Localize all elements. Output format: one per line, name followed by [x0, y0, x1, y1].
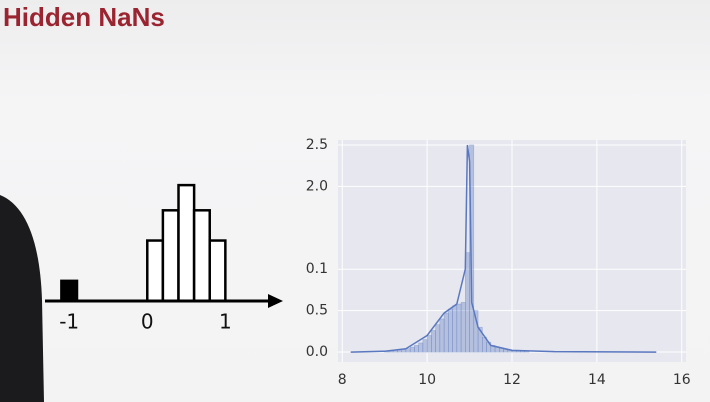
kde-line	[350, 144, 657, 353]
histogram-bar	[469, 144, 475, 353]
y-tick-label: 0.1	[306, 261, 328, 277]
histogram-bar	[409, 346, 415, 353]
histogram-bar	[456, 303, 462, 353]
bar	[177, 183, 196, 303]
x-tick-label: 16	[673, 372, 691, 388]
bar	[192, 209, 211, 303]
histogram-bar	[443, 312, 449, 353]
histogram-bar	[422, 339, 428, 353]
x-tick-label: 8	[338, 372, 347, 388]
y-tick-label: 2.5	[306, 137, 328, 153]
presenter	[0, 195, 44, 402]
x-tick-label: 14	[588, 372, 606, 388]
y-tick-label: 0.5	[306, 303, 328, 319]
histogram-bar	[439, 318, 445, 353]
histogram-bar	[435, 324, 441, 353]
x-tick-label: -1	[59, 310, 79, 334]
histogram-bar	[401, 349, 407, 353]
histogram-bar	[431, 330, 436, 353]
slide-title: Hidden NaNs	[3, 2, 165, 32]
histogram-bar	[448, 308, 453, 353]
histogram-bar	[460, 302, 466, 353]
bar	[161, 209, 180, 303]
axis-arrow	[268, 294, 283, 308]
bar	[60, 279, 79, 303]
histogram-bar	[418, 342, 424, 353]
histogram-bar	[452, 305, 458, 353]
x-tick-label: 12	[503, 372, 521, 388]
bar	[146, 239, 165, 303]
y-tick-label: 2.0	[306, 178, 328, 194]
x-tick-label: 0	[141, 310, 154, 334]
y-tick-label: 0.0	[306, 344, 328, 360]
histogram-bar	[414, 345, 419, 353]
x-tick-label: 10	[418, 372, 436, 388]
x-tick-label: 1	[219, 310, 232, 334]
histogram-bar	[397, 350, 402, 353]
bar	[208, 239, 227, 303]
histogram-bar	[426, 335, 432, 353]
histogram-bar	[405, 348, 411, 353]
